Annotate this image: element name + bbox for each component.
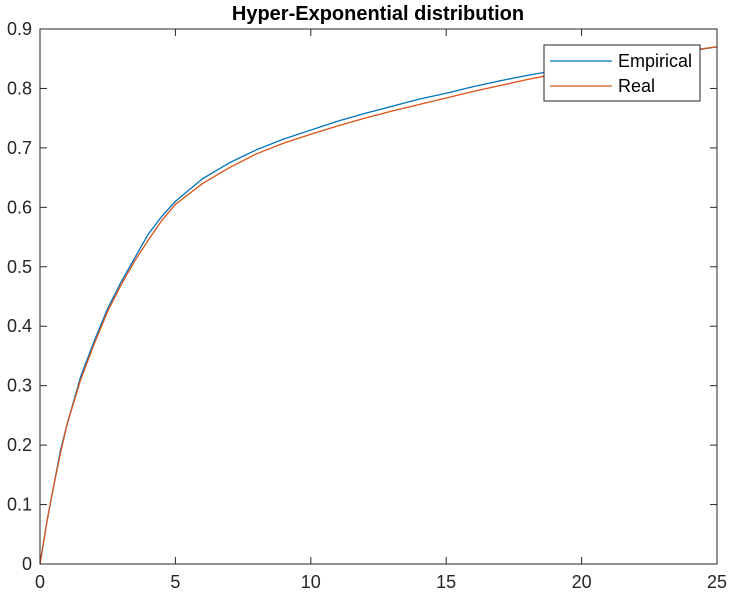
y-tick-label: 0.6: [7, 197, 32, 217]
axes-layer: 0 5 10 15 20 25 0 0.1 0.2 0.3 0.4 0.5 0.6 0.7 0.8 0.9: [7, 19, 727, 592]
legend-box: [543, 44, 701, 102]
x-tick-label: 20: [572, 572, 592, 592]
legend-label-real: Real: [618, 76, 655, 96]
y-tick-label: 0.1: [7, 495, 32, 515]
plot-area: [40, 29, 717, 564]
y-tick-label: 0.8: [7, 78, 32, 98]
legend: Empirical Real: [543, 44, 701, 102]
y-tick-label: 0.9: [7, 19, 32, 39]
y-tick-label: 0.2: [7, 435, 32, 455]
x-tick-label: 25: [707, 572, 727, 592]
x-tick-label: 15: [436, 572, 456, 592]
legend-label-empirical: Empirical: [618, 51, 692, 71]
chart-title: Hyper-Exponential distribution: [232, 3, 524, 25]
y-tick-label: 0.7: [7, 138, 32, 158]
axes-box: [39, 28, 718, 565]
y-tick-label: 0: [22, 554, 32, 574]
y-tick-label: 0.3: [7, 376, 32, 396]
y-tick-label: 0.4: [7, 316, 32, 336]
x-tick-label: 10: [301, 572, 321, 592]
x-tick-label: 0: [35, 572, 45, 592]
x-tick-label: 5: [170, 572, 180, 592]
plot-background: [40, 29, 717, 564]
y-tick-label: 0.5: [7, 257, 32, 277]
